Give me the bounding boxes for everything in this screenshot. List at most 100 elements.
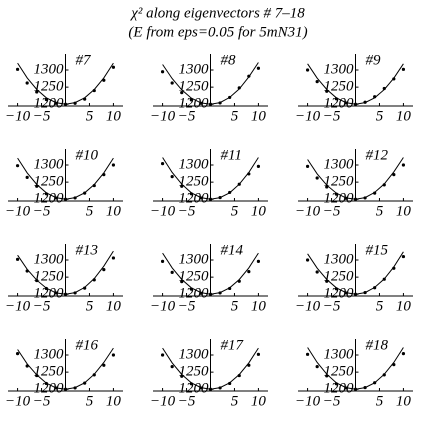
y-tick-label: 1300: [179, 346, 210, 362]
data-point: [315, 176, 319, 180]
data-point: [382, 277, 386, 281]
x-tick-label: 5: [376, 298, 384, 314]
y-tick-label: 1250: [34, 364, 65, 380]
data-point: [73, 291, 77, 295]
data-point: [218, 291, 222, 295]
data-point: [102, 268, 106, 272]
y-tick-label: 1300: [324, 61, 355, 77]
data-point: [353, 102, 358, 106]
y-tick-label: 1250: [179, 174, 210, 190]
x-tick-label: 5: [231, 393, 239, 409]
data-point: [63, 292, 68, 296]
data-point: [208, 387, 213, 391]
data-point: [305, 352, 310, 356]
data-point: [199, 196, 203, 200]
data-point: [83, 97, 87, 101]
data-point: [256, 259, 261, 263]
y-tick-label: 1200: [179, 96, 210, 112]
data-point: [373, 286, 377, 290]
x-tick-label: −5: [178, 108, 196, 124]
data-point: [180, 184, 184, 188]
y-tick-label: 1250: [324, 79, 355, 95]
y-tick-label: 1200: [34, 191, 65, 207]
x-tick-label: −5: [323, 393, 341, 409]
x-tick-label: 10: [106, 203, 122, 219]
data-point: [160, 70, 165, 74]
data-point: [44, 286, 48, 291]
x-tick-label: 10: [106, 108, 122, 124]
y-tick-label: 1200: [324, 286, 355, 302]
data-point: [15, 257, 20, 261]
panel-label: #16: [76, 337, 99, 353]
y-tick-label: 1200: [324, 191, 355, 207]
x-tick-label: −5: [323, 203, 341, 219]
x-tick-label: −10: [5, 393, 31, 409]
panel-label: #17: [221, 337, 245, 353]
x-tick-label: −5: [178, 298, 196, 314]
x-tick-label: 10: [251, 108, 267, 124]
x-tick-label: −10: [5, 298, 31, 314]
data-point: [218, 101, 222, 105]
data-point: [63, 102, 68, 106]
data-point: [344, 291, 348, 295]
data-point: [15, 67, 20, 71]
data-point: [189, 287, 193, 291]
data-point: [44, 97, 48, 102]
data-point: [401, 67, 406, 71]
y-tick-label: 1300: [179, 61, 210, 77]
x-tick-label: −5: [33, 298, 51, 314]
data-point: [218, 386, 222, 390]
panel-label: #18: [366, 337, 389, 353]
data-point: [256, 352, 261, 356]
x-tick-label: −5: [323, 298, 341, 314]
panel-label: #8: [221, 52, 237, 68]
y-tick-label: 1300: [324, 156, 355, 172]
data-point: [83, 286, 87, 290]
x-tick-label: −10: [5, 108, 31, 124]
y-tick-label: 1300: [179, 156, 210, 172]
data-point: [199, 291, 203, 295]
panel-label: #13: [76, 242, 99, 258]
data-point: [344, 101, 348, 105]
x-tick-label: 10: [251, 393, 267, 409]
data-point: [392, 77, 396, 81]
x-tick-label: −5: [33, 393, 51, 409]
data-point: [111, 163, 116, 167]
data-point: [305, 258, 310, 262]
y-tick-label: 1200: [179, 286, 210, 302]
data-point: [170, 175, 174, 179]
data-point: [92, 88, 96, 93]
data-point: [228, 95, 232, 100]
x-tick-label: 10: [396, 393, 412, 409]
data-point: [363, 196, 367, 200]
y-tick-label: 1200: [34, 381, 65, 397]
data-point: [180, 374, 184, 378]
data-point: [102, 173, 106, 177]
x-tick-label: 5: [86, 108, 94, 124]
y-tick-label: 1300: [34, 251, 65, 267]
x-tick-label: 10: [396, 108, 412, 124]
panel-label: #10: [76, 147, 99, 163]
data-point: [73, 101, 77, 105]
data-point: [325, 185, 329, 189]
y-tick-label: 1300: [34, 156, 65, 172]
y-tick-label: 1300: [34, 61, 65, 77]
data-point: [228, 190, 232, 195]
y-tick-label: 1200: [34, 96, 65, 112]
data-point: [373, 95, 377, 99]
x-tick-label: −10: [150, 203, 176, 219]
x-tick-label: 5: [86, 298, 94, 314]
data-point: [256, 66, 261, 70]
x-tick-label: 5: [376, 108, 384, 124]
page-title: χ² along eigenvectors # 7–18: [129, 5, 305, 21]
page-subtitle: (E from eps=0.05 for 5mN31): [128, 24, 307, 40]
data-point: [401, 254, 406, 259]
data-point: [15, 164, 20, 168]
data-point: [92, 373, 96, 377]
